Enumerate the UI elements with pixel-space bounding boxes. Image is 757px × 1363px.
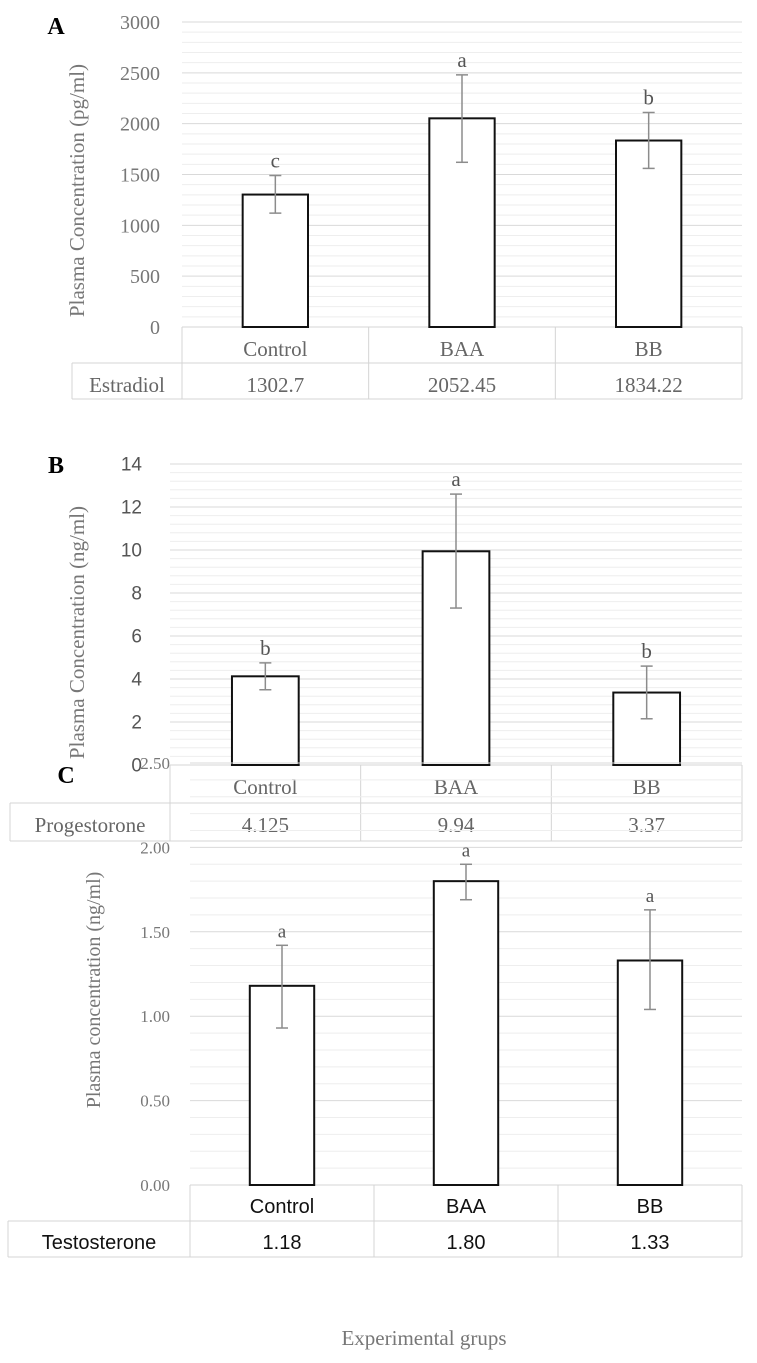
panel-b-y-tick-label: 4 — [131, 670, 142, 691]
panel-c-category-label: BAA — [446, 1196, 487, 1218]
panel-b-table-value: 4.125 — [242, 813, 289, 837]
panel-a-y-tick-label: 2000 — [120, 114, 160, 136]
panel-c-y-tick-label: 0.00 — [140, 1176, 170, 1195]
panel-b-category-label: BB — [633, 775, 661, 799]
panel-a-significance-label: c — [271, 149, 280, 173]
panel-b-y-tick-label: 10 — [121, 541, 142, 562]
panel-c-table-value: 1.80 — [447, 1232, 486, 1254]
panel-a-significance-label: a — [457, 48, 467, 72]
panel-b-table-value: 3.37 — [628, 813, 665, 837]
panel-a-bar — [615, 139, 683, 328]
panel-a-series-name: Estradiol — [89, 373, 165, 397]
panel-b-y-tick-label: 14 — [121, 455, 143, 476]
panel-c-y-tick-label: 1.00 — [140, 1007, 170, 1026]
panel-b-table-value: 9.94 — [438, 813, 475, 837]
panel-b-y-tick-label: 2 — [131, 713, 142, 734]
panel-c-y-axis-title: Plasma concentration (ng/ml) — [83, 872, 105, 1109]
panel-b-label: B — [48, 453, 64, 479]
panel-c-table-value: 1.33 — [631, 1232, 670, 1254]
panel-a-category-label: Control — [243, 337, 307, 361]
panel-a-label: A — [47, 14, 65, 40]
panel-c-label: C — [57, 763, 74, 789]
panel-b-y-tick-label: 0 — [131, 756, 142, 777]
panel-c-y-tick-label: 1.50 — [140, 923, 170, 942]
panel-b-bar — [230, 675, 300, 766]
panel-b-y-axis-title: Plasma Concentration (ng/ml) — [65, 506, 89, 759]
panel-c-significance-label: a — [646, 886, 655, 907]
panel-a-bar — [241, 193, 310, 328]
panel-b-y-tick-label: 8 — [131, 584, 142, 605]
panel-a-y-tick-label: 1000 — [120, 215, 160, 237]
panel-b-category-label: Control — [233, 775, 297, 799]
panel-c-y-tick-label: 2.00 — [140, 838, 170, 857]
panel-c-significance-label: a — [462, 840, 471, 861]
panel-b-category-label: BAA — [434, 775, 479, 799]
panel-c-bar — [432, 880, 500, 1186]
panel-a-category-label: BAA — [440, 337, 485, 361]
panel-c-significance-label: a — [278, 921, 287, 942]
panel-a-table-value: 1834.22 — [615, 373, 683, 397]
panel-a-y-tick-label: 1500 — [120, 165, 160, 187]
panel-a-category-label: BB — [635, 337, 663, 361]
panel-a-table-value: 1302.7 — [246, 373, 304, 397]
figure-x-axis-title: Experimental grups — [341, 1326, 506, 1350]
panel-c-category-label: Control — [250, 1196, 314, 1218]
panel-c-series-name: Testosterone — [42, 1232, 157, 1254]
panel-a-y-tick-label: 3000 — [120, 12, 160, 34]
panel-a-y-axis-title: Plasma Concentration (pg/ml) — [65, 64, 89, 317]
panel-a-y-tick-label: 0 — [150, 317, 160, 339]
panel-b-significance-label: a — [451, 467, 461, 491]
panel-a-y-tick-label: 2500 — [120, 63, 160, 85]
panel-a-significance-label: b — [643, 85, 654, 109]
panel-b-significance-label: b — [641, 639, 652, 663]
panel-c-y-tick-label: 0.50 — [140, 1092, 170, 1111]
panel-a-y-tick-label: 500 — [130, 266, 160, 288]
panel-b-y-tick-label: 12 — [121, 498, 142, 519]
panel-b-y-tick-label: 6 — [131, 627, 142, 648]
panel-c-category-label: BB — [637, 1196, 664, 1218]
panel-b-series-name: Progestorone — [35, 813, 146, 837]
panel-b-significance-label: b — [260, 636, 271, 660]
panel-c-y-tick-label: 2.50 — [140, 754, 170, 773]
panel-c-table-value: 1.18 — [263, 1232, 302, 1254]
panel-a-table-value: 2052.45 — [428, 373, 496, 397]
